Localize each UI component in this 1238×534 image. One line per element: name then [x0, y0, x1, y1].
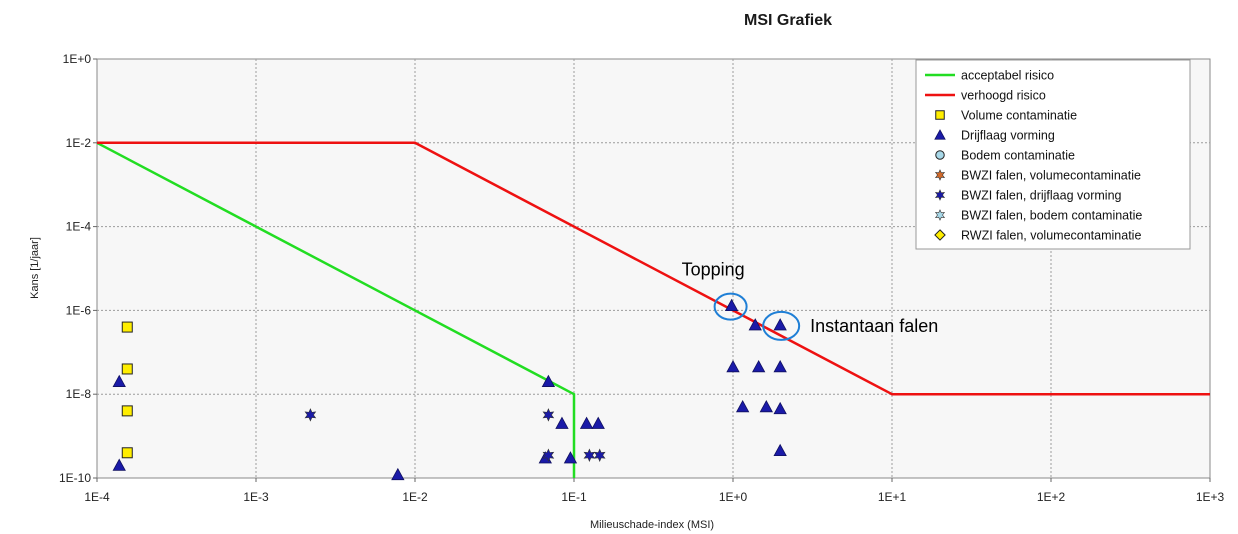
- drijflaag-vorming-point: [112, 374, 126, 387]
- legend-label: acceptabel risico: [961, 69, 1054, 83]
- bwzi-falen-drijflaag-vorming-point: [542, 448, 555, 462]
- drijflaag-vorming-point: [751, 359, 766, 373]
- bwzi-falen-drijflaag-vorming-point: [304, 408, 317, 422]
- legend-label: RWZI falen, volumecontaminatie: [961, 229, 1141, 243]
- legend: acceptabel risico verhoogd risico Volume c…: [915, 59, 1191, 250]
- y-tick-label: 1E-10: [59, 471, 91, 485]
- legend-item: BWZI falen, volumecontaminatie: [934, 169, 1141, 183]
- volume-contaminatie-point: [121, 405, 133, 417]
- drijflaag-vorming-point: [759, 399, 773, 413]
- drijflaag-vorming-point: [112, 458, 126, 471]
- legend-marker-swatch: [934, 229, 946, 241]
- y-tick-labels: 1E-10 1E-8 1E-6 1E-4 1E-2 1E+0: [59, 52, 97, 485]
- legend-item: Volume contaminatie: [935, 109, 1077, 123]
- legend-label: Volume contaminatie: [961, 109, 1077, 123]
- drijflaag-vorming-point: [773, 318, 787, 331]
- y-tick-label: 1E-6: [66, 303, 92, 317]
- x-tick-label: 1E-2: [402, 490, 428, 504]
- legend-item: BWZI falen, drijflaag vorming: [934, 189, 1122, 203]
- x-axis-label: Milieuschade-index (MSI): [590, 519, 714, 531]
- y-axis-label: Kans [1/jaar]: [29, 237, 41, 299]
- drijflaag-vorming-point: [773, 401, 787, 415]
- x-tick-label: 1E-1: [561, 490, 587, 504]
- x-tick-label: 1E+3: [1196, 490, 1225, 504]
- annotation-instantaan-falen: Instantaan falen: [810, 316, 938, 336]
- volume-contaminatie-point: [121, 363, 133, 375]
- drijflaag-vorming-point: [773, 443, 787, 457]
- legend-item: verhoogd risico: [925, 89, 1046, 103]
- y-tick-label: 1E+0: [63, 52, 92, 66]
- drijflaag-vorming-point: [591, 416, 605, 429]
- legend-marker-swatch: [934, 209, 946, 221]
- drijflaag-vorming-point: [724, 298, 739, 312]
- instantaan-falen-highlight-ellipse: [762, 310, 801, 341]
- legend-marker-swatch: [934, 129, 946, 140]
- legend-item: RWZI falen, volumecontaminatie: [934, 229, 1141, 243]
- volume-contaminatie-point: [121, 321, 133, 333]
- drijflaag-vorming-point: [735, 399, 750, 413]
- volume-contaminatie-point: [121, 447, 133, 459]
- legend-label: Drijflaag vorming: [961, 129, 1055, 143]
- drijflaag-vorming-point: [541, 374, 556, 387]
- drijflaag-vorming-point: [726, 359, 740, 373]
- drijflaag-vorming-point: [391, 467, 405, 481]
- data-markers: [112, 298, 787, 481]
- legend-item: acceptabel risico: [925, 69, 1054, 83]
- y-tick-label: 1E-8: [66, 387, 92, 401]
- y-tick-label: 1E-4: [66, 220, 92, 234]
- x-tick-label: 1E-4: [84, 490, 110, 504]
- x-tick-label: 1E+1: [878, 490, 907, 504]
- drijflaag-vorming-point: [748, 318, 762, 331]
- drijflaag-vorming-point: [579, 416, 594, 429]
- chart-title: MSI Grafiek: [744, 12, 832, 29]
- legend-item: Drijflaag vorming: [934, 129, 1055, 143]
- acceptabel-risico-line: [96, 141, 576, 478]
- x-tick-label: 1E+2: [1037, 490, 1066, 504]
- legend-label: verhoogd risico: [961, 89, 1046, 103]
- legend-marker-swatch: [934, 189, 946, 201]
- drijflaag-vorming-point: [773, 359, 787, 373]
- x-tick-label: 1E-3: [243, 490, 269, 504]
- legend-label: BWZI falen, drijflaag vorming: [961, 189, 1122, 203]
- topping-highlight-ellipse: [713, 292, 748, 321]
- legend-item: Bodem contaminatie: [935, 149, 1075, 163]
- legend-box: [915, 59, 1191, 250]
- legend-label: BWZI falen, volumecontaminatie: [961, 169, 1141, 183]
- drijflaag-vorming-point: [563, 451, 578, 464]
- annotations: Topping Instantaan falen: [682, 260, 938, 341]
- bwzi-falen-drijflaag-vorming-point: [542, 408, 555, 422]
- annotation-topping: Topping: [682, 260, 745, 280]
- x-tick-labels: 1E-4 1E-3 1E-2 1E-1 1E+0 1E+1 1E+2 1E+3: [84, 478, 1225, 504]
- verhoogd-risico-line: [97, 141, 1210, 396]
- bwzi-falen-drijflaag-vorming-point: [593, 448, 606, 462]
- legend-marker-swatch: [935, 110, 945, 120]
- y-tick-label: 1E-2: [66, 136, 92, 150]
- legend-label: Bodem contaminatie: [961, 149, 1075, 163]
- legend-marker-swatch: [934, 169, 946, 181]
- risk-lines: [96, 141, 1210, 478]
- drijflaag-vorming-point: [555, 416, 569, 429]
- legend-marker-swatch: [935, 150, 945, 160]
- x-tick-label: 1E+0: [719, 490, 748, 504]
- legend-label: BWZI falen, bodem contaminatie: [961, 209, 1142, 223]
- legend-item: BWZI falen, bodem contaminatie: [934, 209, 1142, 223]
